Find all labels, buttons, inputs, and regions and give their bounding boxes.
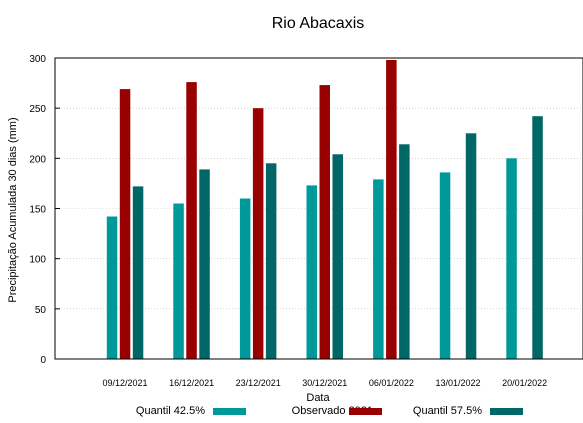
x-tick-label: 30/12/2021: [302, 378, 347, 388]
y-tick-label: 150: [29, 205, 46, 216]
bar-1-2: [173, 203, 184, 359]
legend-swatch: [213, 408, 246, 415]
bar-2-3: [252, 108, 264, 359]
x-axis-ticks: 09/12/2021 16/12/2021 23/12/2021 30/12/2021…: [102, 378, 547, 388]
bar-2-1: [119, 89, 131, 359]
chart-title: Rio Abacaxis: [272, 15, 365, 32]
y-tick-label: 250: [29, 104, 46, 115]
y-tick-label: 100: [29, 255, 46, 266]
x-tick-label: 16/12/2021: [169, 378, 214, 388]
bar-2-4: [319, 85, 330, 359]
bar-3-5: [399, 144, 410, 359]
bar-1-7: [506, 158, 517, 359]
y-tick-label: 50: [35, 305, 47, 316]
bar-1-6: [439, 172, 451, 359]
bar-1-5: [373, 179, 384, 359]
bar-3-6: [465, 133, 477, 360]
bar-3-2: [199, 169, 210, 359]
x-tick-label: 20/01/2022: [502, 378, 547, 388]
y-axis-label: Precipitação Acumulada 30 dias (mm): [7, 117, 19, 302]
y-tick-label: 0: [40, 355, 46, 366]
x-tick-label: 09/12/2021: [102, 378, 147, 388]
legend-label: Quantil 57.5%: [413, 405, 482, 417]
bar-2-5: [386, 60, 397, 359]
y-axis-ticks: 0 50 100 150 200 250 300: [29, 54, 60, 366]
x-tick-label: 06/01/2022: [369, 378, 414, 388]
bar-3-1: [132, 186, 144, 359]
bar-2-2: [186, 82, 197, 359]
bar-3-4: [332, 154, 343, 359]
bar-1-1: [106, 216, 118, 359]
bar-1-3: [239, 198, 251, 359]
y-tick-label: 200: [29, 154, 46, 165]
legend: Quantil 42.5% Observado 2021 Quantil 57.5%: [136, 405, 523, 417]
y-tick-label: 300: [29, 54, 46, 65]
bar-3-3: [265, 163, 277, 359]
bar-1-4: [306, 185, 317, 359]
x-tick-label: 23/12/2021: [236, 378, 281, 388]
x-tick-label: 13/01/2022: [435, 378, 480, 388]
legend-swatch: [490, 408, 523, 415]
bar-3-7: [532, 116, 543, 359]
x-axis-label: Data: [306, 392, 330, 404]
legend-swatch: [349, 408, 382, 415]
bars: [106, 60, 543, 360]
legend-label: Quantil 42.5%: [136, 405, 205, 417]
